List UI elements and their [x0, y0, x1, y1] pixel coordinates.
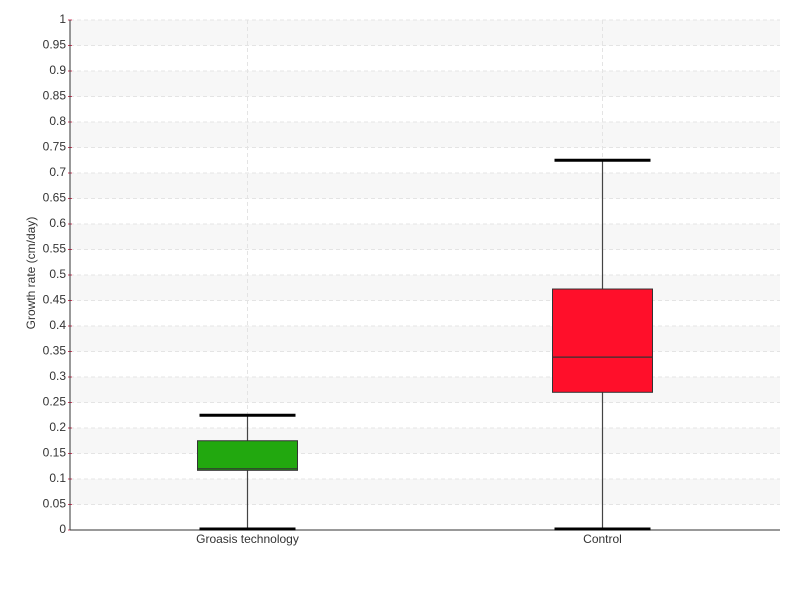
- y-tick-label: 0.1: [49, 471, 66, 485]
- plot-band: [70, 275, 780, 301]
- plot-band: [70, 20, 780, 46]
- y-axis-label: Growth rate (cm/day): [24, 217, 38, 330]
- y-tick-label: 0.3: [49, 369, 66, 383]
- y-tick-label: 0.25: [43, 395, 67, 409]
- plot-band: [70, 173, 780, 199]
- plot-band: [70, 428, 780, 454]
- y-tick-label: 0.85: [43, 89, 67, 103]
- y-tick-label: 0.35: [43, 344, 67, 358]
- plot-band: [70, 377, 780, 403]
- y-tick-label: 0.8: [49, 114, 66, 128]
- y-tick-label: 0: [59, 522, 66, 536]
- y-tick-label: 0.5: [49, 267, 66, 281]
- y-tick-label: 0.9: [49, 63, 66, 77]
- y-tick-label: 0.4: [49, 318, 66, 332]
- y-tick-label: 0.05: [43, 497, 67, 511]
- y-tick-label: 0.7: [49, 165, 66, 179]
- y-tick-label: 0.95: [43, 38, 67, 52]
- y-tick-label: 0.55: [43, 242, 67, 256]
- y-tick-label: 0.6: [49, 216, 66, 230]
- y-tick-label: 1: [59, 12, 66, 26]
- x-tick-label: Groasis technology: [196, 532, 299, 546]
- y-tick-label: 0.45: [43, 293, 67, 307]
- plot-band: [70, 326, 780, 352]
- box: [197, 440, 298, 471]
- plot-band: [70, 224, 780, 250]
- y-tick-label: 0.2: [49, 420, 66, 434]
- box: [552, 288, 653, 393]
- plot-band: [70, 479, 780, 505]
- y-tick-label: 0.65: [43, 191, 67, 205]
- plot-band: [70, 122, 780, 148]
- x-tick-label: Control: [583, 532, 622, 546]
- y-tick-label: 0.75: [43, 140, 67, 154]
- plot-band: [70, 71, 780, 97]
- y-tick-label: 0.15: [43, 446, 67, 460]
